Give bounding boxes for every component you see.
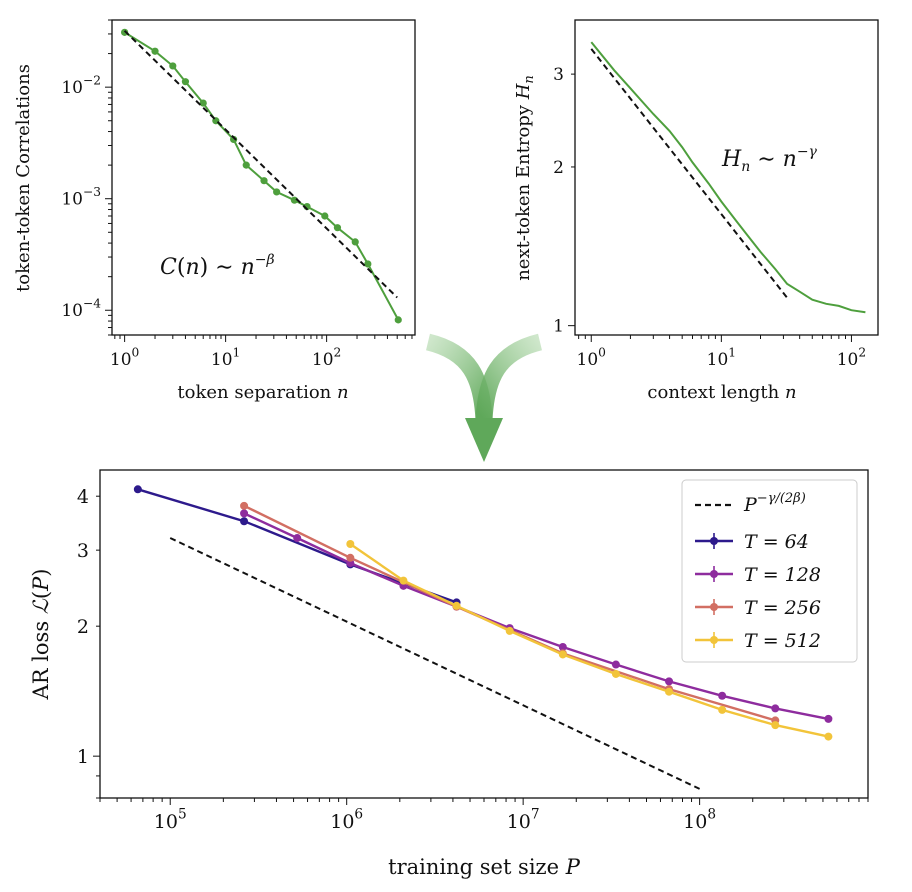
series-point-T512 — [611, 669, 620, 678]
data-point — [351, 238, 359, 246]
loss-legend: P−γ/(2β) T = 64 T = 128 T = 256 — [681, 479, 858, 663]
loss-xlabel: training set size P — [388, 855, 581, 879]
legend-marker-T512 — [710, 636, 718, 644]
series-point-T128 — [293, 534, 302, 543]
loss-chart: 105 106 107 108 1 2 3 4 training set size P AR … — [29, 469, 869, 879]
legend-entry-T64: T = 64 — [695, 531, 809, 553]
legend-box — [681, 479, 858, 663]
series-point-T128 — [558, 642, 567, 651]
x-tick-label: 100 — [577, 346, 606, 371]
correlation-chart-series — [121, 28, 402, 324]
data-point — [199, 99, 207, 107]
x-tick-label: 102 — [837, 346, 866, 371]
x-tick-label: 107 — [507, 807, 540, 834]
entropy-chart-series — [590, 41, 866, 314]
series-point-T512 — [346, 540, 355, 549]
data-point — [273, 188, 281, 196]
x-tick-label: 102 — [312, 346, 341, 371]
x-tick-label: 101 — [211, 346, 240, 371]
y-tick-label: 10−3 — [61, 185, 101, 210]
legend-label-T512: T = 512 — [744, 630, 821, 652]
entropy-ylabel: next-token Entropy Hn — [513, 75, 537, 281]
correlation-xlabel: token separation n — [177, 382, 348, 403]
correlation-chart-frame — [111, 19, 416, 336]
series-point-T128 — [771, 704, 780, 713]
legend-marker-T128 — [710, 570, 718, 578]
powerlaw-fit-line — [590, 48, 788, 299]
legend-label-T64: T = 64 — [744, 531, 809, 553]
series-point-T512 — [558, 650, 567, 659]
series-point-T128 — [718, 691, 727, 700]
y-tick-label: 2 — [553, 158, 564, 178]
entropy-chart-frame — [574, 19, 879, 336]
data-point — [230, 135, 238, 144]
x-tick-label: 105 — [154, 807, 187, 834]
series-point-T256 — [346, 553, 355, 562]
data-point — [260, 177, 268, 185]
data-point — [321, 212, 329, 220]
correlation-chart: 100 101 102 10−4 10−3 10−2 token separation n… — [13, 19, 416, 403]
legend-label-dashed: P−γ/(2β) — [743, 491, 806, 516]
y-tick-label: 1 — [553, 317, 564, 337]
series-point-T64 — [133, 485, 142, 494]
loss-chart-ticks: 105 106 107 108 1 2 3 4 — [77, 486, 869, 834]
series-point-T128 — [665, 677, 674, 686]
correlation-ylabel: token-token Correlations — [13, 64, 34, 292]
entropy-xlabel: context length n — [647, 382, 796, 403]
y-tick-label: 4 — [77, 486, 89, 508]
correlation-chart-ticks: 100 101 102 10−4 10−3 10−2 — [61, 19, 413, 371]
series-point-T512 — [505, 626, 514, 635]
series-point-T512 — [824, 732, 833, 741]
data-point — [242, 161, 250, 169]
y-tick-label: 10−2 — [61, 74, 101, 99]
series-point-T512 — [452, 601, 461, 610]
powerlaw-fit-line — [169, 537, 701, 790]
data-point — [121, 28, 129, 36]
data-point — [181, 78, 190, 86]
data-point — [364, 260, 372, 268]
series-point-T512 — [771, 721, 780, 730]
legend-entry-T128: T = 128 — [695, 564, 821, 586]
data-series-line — [590, 41, 866, 314]
entropy-chart-ticks: 100 101 102 1 2 3 — [553, 65, 866, 370]
legend-label-T128: T = 128 — [744, 564, 821, 586]
series-point-T64 — [240, 517, 249, 526]
legend-marker-T256 — [710, 603, 718, 611]
x-tick-label: 101 — [707, 346, 736, 371]
y-tick-label: 10−4 — [61, 297, 101, 322]
legend-marker-T64 — [710, 537, 718, 545]
y-tick-label: 3 — [77, 540, 89, 562]
correlation-annotation: C(n) ∼ n−β — [160, 252, 275, 280]
series-point-T512 — [718, 705, 727, 714]
entropy-chart: 100 101 102 1 2 3 context length n next-token… — [513, 19, 879, 403]
y-tick-label: 3 — [553, 65, 564, 85]
y-tick-label: 2 — [77, 616, 89, 638]
x-tick-label: 106 — [330, 807, 363, 834]
entropy-annotation: Hn ∼ n−γ — [721, 144, 818, 175]
series-point-T128 — [240, 509, 249, 518]
powerlaw-fit-line — [123, 30, 398, 299]
series-point-T512 — [665, 687, 674, 696]
data-point — [290, 196, 299, 204]
series-line-T128 — [243, 512, 829, 721]
series-line-T512 — [349, 543, 829, 738]
x-tick-label: 100 — [110, 346, 139, 371]
series-point-T128 — [611, 660, 620, 669]
y-tick-label: 1 — [77, 746, 89, 768]
data-point — [169, 62, 177, 70]
data-point — [151, 47, 159, 55]
data-point — [394, 316, 402, 324]
merge-arrow-icon — [425, 333, 543, 462]
series-point-T128 — [824, 714, 833, 723]
loss-chart-series — [133, 485, 833, 790]
legend-entry-T256: T = 256 — [695, 597, 821, 619]
series-point-T512 — [399, 576, 408, 585]
loss-ylabel: AR loss ℒ(P) — [29, 569, 53, 701]
legend-entry-T512: T = 512 — [695, 630, 821, 652]
series-point-T256 — [240, 501, 249, 510]
x-tick-label: 108 — [683, 807, 716, 834]
legend-label-T256: T = 256 — [744, 597, 821, 619]
data-point — [333, 224, 342, 232]
